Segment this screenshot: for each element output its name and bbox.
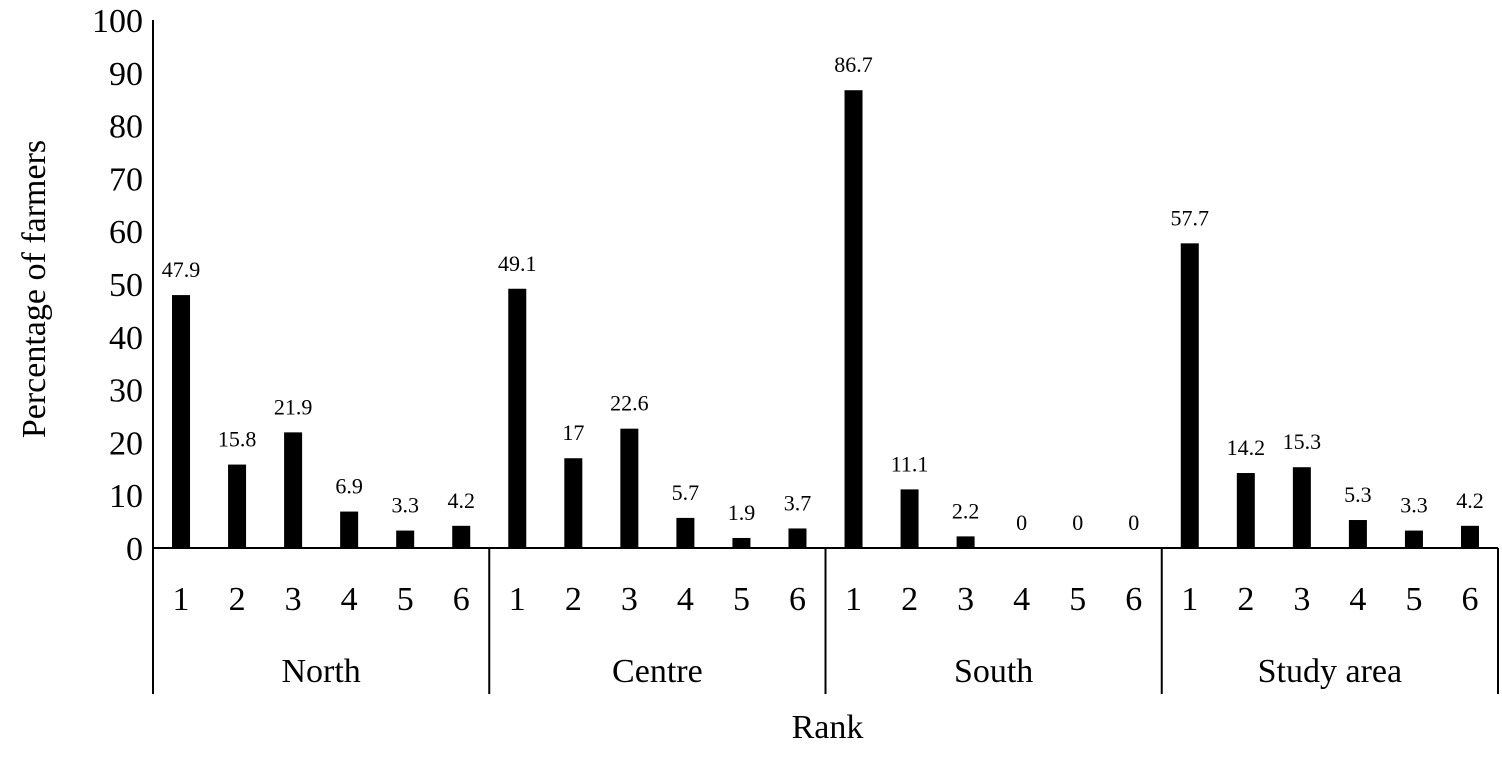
bar (732, 537, 751, 548)
data-label: 3.7 (784, 490, 812, 515)
x-tick-label: 6 (1125, 581, 1142, 618)
y-tick-label: 50 (109, 267, 143, 304)
x-tick-label: 3 (1293, 581, 1310, 618)
x-tick-label: 1 (845, 581, 862, 618)
data-label: 5.3 (1344, 482, 1372, 507)
x-axis-title: Rank (792, 709, 864, 746)
group-label: North (281, 653, 360, 690)
x-tick-label: 2 (565, 581, 582, 618)
x-tick-label: 4 (677, 581, 694, 618)
y-tick-label: 80 (109, 109, 143, 146)
data-label: 1.9 (728, 500, 756, 525)
y-tick-label: 10 (109, 478, 143, 515)
y-tick-label: 0 (126, 531, 143, 568)
bars (172, 90, 1479, 548)
x-tick-label: 2 (229, 581, 246, 618)
x-tick-label: 5 (1069, 581, 1086, 618)
data-label: 3.3 (391, 493, 419, 518)
data-label: 57.7 (1171, 205, 1210, 230)
y-tick-label: 90 (109, 56, 143, 93)
data-label: 0 (1016, 510, 1027, 535)
bar (564, 458, 583, 548)
bar (956, 536, 975, 548)
group-label: South (954, 653, 1033, 690)
bar (1292, 467, 1311, 548)
axes (152, 20, 1499, 694)
x-tick-label: 5 (733, 581, 750, 618)
data-label: 21.9 (274, 394, 313, 419)
x-tick-label: 4 (1349, 581, 1366, 618)
data-label: 15.8 (218, 427, 257, 452)
y-axis-title: Percentage of farmers (16, 140, 53, 438)
bar (900, 489, 919, 548)
data-label: 0 (1072, 510, 1083, 535)
data-label: 0 (1128, 510, 1139, 535)
x-tick-label: 1 (173, 581, 190, 618)
x-tick-label: 1 (509, 581, 526, 618)
bar (228, 464, 247, 548)
data-label: 6.9 (335, 474, 363, 499)
y-tick-label: 100 (92, 3, 143, 40)
x-tick-label: 2 (1237, 581, 1254, 618)
y-tick-label: 40 (109, 320, 143, 357)
bar (284, 432, 303, 548)
x-tick-label: 6 (1461, 581, 1478, 618)
x-tick-label: 4 (1013, 581, 1030, 618)
data-label: 2.2 (952, 498, 980, 523)
bar (1180, 243, 1199, 548)
bar (1348, 520, 1367, 548)
x-axis-group-labels: North Centre South Study area (281, 653, 1402, 690)
x-tick-label: 6 (789, 581, 806, 618)
bar (452, 525, 471, 548)
bar (676, 517, 695, 548)
data-label: 4.2 (447, 488, 475, 513)
data-label: 86.7 (834, 52, 873, 77)
bar (844, 90, 863, 548)
data-label: 14.2 (1227, 435, 1266, 460)
data-label: 4.2 (1456, 488, 1484, 513)
bar (508, 288, 527, 548)
bar (396, 530, 415, 548)
x-tick-label: 5 (1405, 581, 1422, 618)
bar (788, 528, 807, 548)
x-tick-label: 4 (341, 581, 358, 618)
y-tick-label: 70 (109, 161, 143, 198)
x-tick-label: 3 (621, 581, 638, 618)
x-tick-label: 5 (397, 581, 414, 618)
y-tick-label: 20 (109, 425, 143, 462)
data-label: 17 (562, 420, 584, 445)
x-tick-label: 3 (957, 581, 974, 618)
group-label: Study area (1258, 653, 1402, 690)
x-tick-label: 6 (453, 581, 470, 618)
bar (172, 295, 191, 548)
bar (620, 428, 639, 548)
bar (1404, 530, 1423, 548)
group-label: Centre (612, 653, 703, 690)
data-label: 47.9 (162, 257, 201, 282)
data-labels: 47.9 15.8 21.9 6.9 3.3 4.2 49.1 17 22.6 5.7 1.9 3.7… (162, 52, 1484, 535)
x-axis-category-labels: 1 2 3 4 5 6 1 2 3 4 5 6 1 2 3 4 5 6 1 2 3 4 5 6 (173, 581, 1479, 618)
data-label: 5.7 (672, 480, 700, 505)
y-tick-label: 60 (109, 214, 143, 251)
bar (340, 511, 359, 548)
bar (1460, 525, 1479, 548)
x-tick-label: 3 (285, 581, 302, 618)
data-label: 22.6 (610, 391, 649, 416)
y-axis-ticks: 0 10 20 30 40 50 60 70 80 90 100 (92, 3, 143, 568)
bar (1236, 473, 1255, 548)
data-label: 11.1 (891, 451, 929, 476)
x-tick-label: 2 (901, 581, 918, 618)
data-label: 49.1 (498, 251, 537, 276)
x-tick-label: 1 (1181, 581, 1198, 618)
data-label: 3.3 (1400, 493, 1428, 518)
y-tick-label: 30 (109, 373, 143, 410)
data-label: 15.3 (1283, 429, 1322, 454)
